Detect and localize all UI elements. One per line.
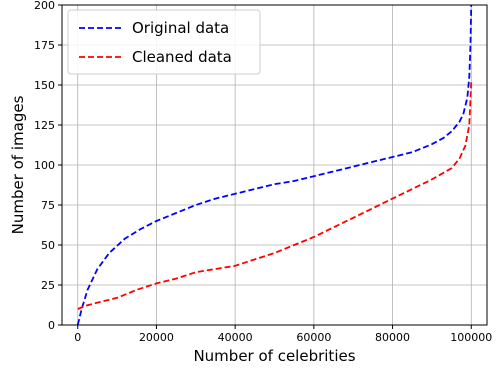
legend: Original data Cleaned data xyxy=(67,9,261,75)
y-tick-label: 150 xyxy=(34,79,55,92)
legend-label-original-data: Original data xyxy=(132,19,229,37)
x-tick-label: 100000 xyxy=(450,331,492,344)
x-tick-label: 60000 xyxy=(296,331,331,344)
legend-label-cleaned-data: Cleaned data xyxy=(132,48,232,66)
y-tick-label: 50 xyxy=(41,239,55,252)
legend-box xyxy=(67,9,261,75)
y-tick-label: 75 xyxy=(41,199,55,212)
ticks: 0 20000 40000 60000 80000 100000 0 25 50 75 100 125… xyxy=(34,0,492,344)
y-tick-label: 175 xyxy=(34,39,55,52)
series-lines xyxy=(76,4,473,326)
y-tick-label: 200 xyxy=(34,0,55,12)
x-axis-label: Number of celebrities xyxy=(193,347,355,365)
x-tick-label: 40000 xyxy=(218,331,253,344)
y-tick-label: 100 xyxy=(34,159,55,172)
series-line-cleaned-data xyxy=(77,81,473,310)
x-tick-label: 0 xyxy=(74,331,81,344)
x-tick-label: 80000 xyxy=(375,331,410,344)
y-tick-label: 0 xyxy=(48,319,55,332)
y-axis-label: Number of images xyxy=(9,95,27,234)
y-tick-label: 125 xyxy=(34,119,55,132)
series-line-original-data xyxy=(76,4,473,326)
x-tick-label: 20000 xyxy=(139,331,174,344)
y-tick-label: 25 xyxy=(41,279,55,292)
